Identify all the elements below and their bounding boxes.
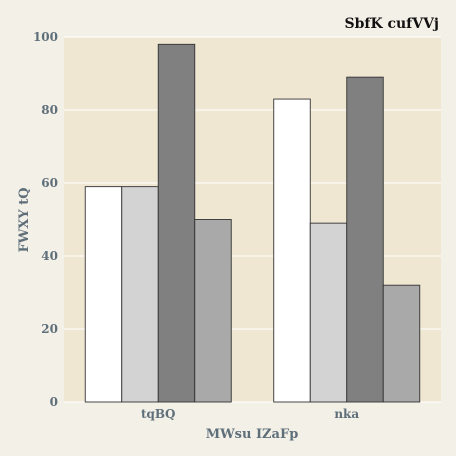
y-tick-label-0: 0 <box>50 395 58 409</box>
y-tick-label-100: 100 <box>33 30 58 44</box>
y-tick-label-80: 80 <box>41 103 58 117</box>
chart-title: SbfK cufVVj <box>345 16 439 32</box>
bar-tqBQ-series-2 <box>121 186 159 403</box>
bar-nka-series-2 <box>309 222 348 403</box>
x-tick-labels: tqBQ nka <box>141 407 359 421</box>
bars <box>84 43 421 403</box>
y-tick-label-60: 60 <box>41 176 58 190</box>
y-tick-label-20: 20 <box>41 322 58 336</box>
x-axis-label: MWsu IZaFp <box>206 427 299 442</box>
bar-nka-series-4 <box>382 284 421 403</box>
bar-tqBQ-series-4 <box>194 219 232 403</box>
y-tick-label-40: 40 <box>41 249 58 263</box>
bar-nka-series-3 <box>346 76 384 403</box>
bar-tqBQ-series-3 <box>157 43 196 403</box>
x-tick-label-nka: nka <box>334 407 359 421</box>
bar-tqBQ-series-1 <box>84 186 123 403</box>
y-axis-label: FWXY tQ <box>17 187 32 252</box>
y-tick-labels: 0 20 40 60 80 100 <box>33 30 58 409</box>
bar-nka-series-1 <box>273 98 311 403</box>
x-tick-label-tqBQ: tqBQ <box>141 407 176 421</box>
